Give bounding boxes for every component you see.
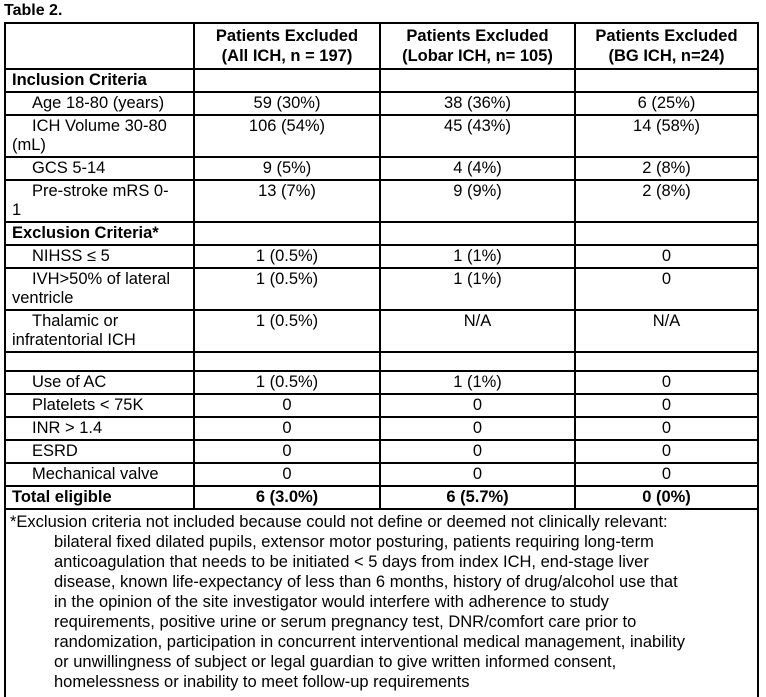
value-cell: 9 (5%) xyxy=(193,156,381,181)
value-cell: 38 (36%) xyxy=(379,91,576,116)
column-header: Patients Excluded (Lobar ICH, n= 105) xyxy=(379,22,576,70)
table-row: INR > 1.4 0 0 0 xyxy=(4,416,759,441)
row-label: ICH Volume 30-80 (mL) xyxy=(4,114,195,158)
table-row: Mechanical valve 0 0 0 xyxy=(4,462,759,487)
row-label: Use of AC xyxy=(4,370,195,395)
value-cell: 4 (4%) xyxy=(379,156,576,181)
table-row: Exclusion Criteria* xyxy=(4,221,759,246)
value-cell: 0 xyxy=(193,416,381,441)
row-label: Inclusion Criteria xyxy=(4,68,195,93)
value-cell xyxy=(193,68,381,93)
table-row: Total eligible 6 (3.0%) 6 (5.7%) 0 (0%) xyxy=(4,485,759,510)
table-row: Thalamic or infratentorial ICH 1 (0.5%) N/… xyxy=(4,309,759,353)
table-row: Pre-stroke mRS 0- 1 13 (7%) 9 (9%) 2 (8%) xyxy=(4,179,759,223)
column-header: Patients Excluded (All ICH, n = 197) xyxy=(193,22,381,70)
table-row: ESRD 0 0 0 xyxy=(4,439,759,464)
table-row: Use of AC 1 (0.5%) 1 (1%) 0 xyxy=(4,370,759,395)
value-cell xyxy=(574,351,759,372)
row-label: Pre-stroke mRS 0- 1 xyxy=(4,179,195,223)
table-row: ICH Volume 30-80 (mL) 106 (54%) 45 (43%) 14… xyxy=(4,114,759,158)
column-header: Patients Excluded (BG ICH, n=24) xyxy=(574,22,759,70)
row-label: INR > 1.4 xyxy=(4,416,195,441)
footnote-row: *Exclusion criteria not included because… xyxy=(4,508,759,697)
table-caption: Table 2. xyxy=(4,2,63,19)
value-cell: 0 (0%) xyxy=(574,485,759,510)
value-cell: 0 xyxy=(193,393,381,418)
value-cell: 59 (30%) xyxy=(193,91,381,116)
table-row: Age 18-80 (years) 59 (30%) 38 (36%) 6 (25%) xyxy=(4,91,759,116)
value-cell: 1 (0.5%) xyxy=(193,267,381,311)
row-label: Mechanical valve xyxy=(4,462,195,487)
row-label-column-header xyxy=(4,22,195,70)
value-cell: 0 xyxy=(379,416,576,441)
table-row xyxy=(4,351,759,372)
value-cell: 0 xyxy=(574,393,759,418)
row-label: Total eligible xyxy=(4,485,195,510)
value-cell: 0 xyxy=(574,267,759,311)
row-label: Platelets < 75K xyxy=(4,393,195,418)
value-cell: 6 (25%) xyxy=(574,91,759,116)
criteria-table: Patients Excluded (All ICH, n = 197) Pati… xyxy=(4,22,759,697)
row-label: NIHSS ≤ 5 xyxy=(4,244,195,269)
row-label xyxy=(4,351,195,372)
value-cell: 1 (1%) xyxy=(379,370,576,395)
value-cell: 6 (5.7%) xyxy=(379,485,576,510)
table-row: Inclusion Criteria xyxy=(4,68,759,93)
row-label: Age 18-80 (years) xyxy=(4,91,195,116)
value-cell: 0 xyxy=(574,244,759,269)
value-cell: 0 xyxy=(379,462,576,487)
value-cell xyxy=(574,68,759,93)
value-cell xyxy=(379,351,576,372)
value-cell xyxy=(574,221,759,246)
value-cell: 0 xyxy=(574,416,759,441)
value-cell: N/A xyxy=(574,309,759,353)
value-cell: 1 (0.5%) xyxy=(193,309,381,353)
value-cell: 6 (3.0%) xyxy=(193,485,381,510)
value-cell: 0 xyxy=(379,393,576,418)
table-row: IVH>50% of lateral ventricle 1 (0.5%) 1 (1… xyxy=(4,267,759,311)
value-cell: 2 (8%) xyxy=(574,179,759,223)
value-cell: 0 xyxy=(574,439,759,464)
value-cell: 13 (7%) xyxy=(193,179,381,223)
value-cell xyxy=(379,221,576,246)
value-cell: 1 (1%) xyxy=(379,244,576,269)
row-label: Thalamic or infratentorial ICH xyxy=(4,309,195,353)
value-cell xyxy=(379,68,576,93)
row-label: Exclusion Criteria* xyxy=(4,221,195,246)
value-cell xyxy=(193,221,381,246)
value-cell: N/A xyxy=(379,309,576,353)
value-cell: 0 xyxy=(574,370,759,395)
row-label: ESRD xyxy=(4,439,195,464)
value-cell: 1 (0.5%) xyxy=(193,370,381,395)
value-cell: 0 xyxy=(193,439,381,464)
value-cell: 45 (43%) xyxy=(379,114,576,158)
value-cell: 2 (8%) xyxy=(574,156,759,181)
table-header-row: Patients Excluded (All ICH, n = 197) Pati… xyxy=(4,22,759,70)
value-cell: 0 xyxy=(574,462,759,487)
row-label: GCS 5-14 xyxy=(4,156,195,181)
value-cell: 0 xyxy=(193,462,381,487)
table-row: Platelets < 75K 0 0 0 xyxy=(4,393,759,418)
table-row: GCS 5-14 9 (5%) 4 (4%) 2 (8%) xyxy=(4,156,759,181)
value-cell xyxy=(193,351,381,372)
row-label: IVH>50% of lateral ventricle xyxy=(4,267,195,311)
value-cell: 14 (58%) xyxy=(574,114,759,158)
value-cell: 1 (0.5%) xyxy=(193,244,381,269)
value-cell: 106 (54%) xyxy=(193,114,381,158)
value-cell: 9 (9%) xyxy=(379,179,576,223)
value-cell: 1 (1%) xyxy=(379,267,576,311)
value-cell: 0 xyxy=(379,439,576,464)
table-footnote: *Exclusion criteria not included because… xyxy=(4,508,759,697)
